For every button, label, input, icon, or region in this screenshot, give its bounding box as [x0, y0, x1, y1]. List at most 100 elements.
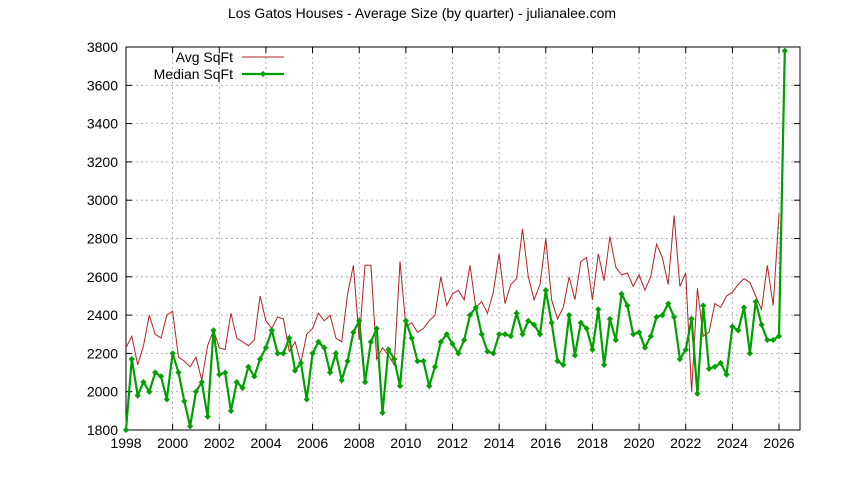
x-tick-label: 2012: [437, 435, 468, 451]
x-tick-label: 2026: [763, 435, 794, 451]
median-sqft-point: [490, 350, 497, 357]
median-sqft-point: [606, 315, 614, 323]
x-tick-label: 2004: [250, 435, 281, 451]
median-sqft-point: [531, 321, 538, 328]
median-sqft-point: [286, 334, 293, 342]
avg-sqft-line: [125, 213, 780, 392]
median-sqft-point: [676, 356, 683, 363]
y-tick-label: 2400: [87, 307, 118, 323]
median-sqft-point: [781, 47, 788, 54]
median-sqft-point: [746, 350, 753, 357]
median-sqft-point: [344, 357, 351, 365]
median-sqft-point: [455, 350, 462, 357]
chart-title: Los Gatos Houses - Average Size (by quar…: [228, 5, 616, 21]
median-sqft-point: [542, 287, 549, 294]
median-sqft-point: [618, 290, 625, 298]
x-tick-label: 2000: [157, 435, 188, 451]
median-sqft-point: [280, 350, 287, 357]
median-sqft-point: [216, 371, 223, 378]
median-sqft-point: [478, 331, 485, 338]
median-sqft-point: [577, 319, 584, 326]
median-sqft-point: [338, 377, 345, 384]
median-sqft-point: [612, 336, 619, 344]
x-tick-label: 1998: [110, 435, 141, 451]
median-sqft-point: [134, 392, 141, 399]
median-sqft-point: [501, 331, 509, 338]
median-sqft-point: [600, 361, 608, 369]
median-sqft-point: [484, 348, 491, 355]
median-sqft-point: [496, 331, 503, 338]
median-sqft-point: [163, 396, 170, 403]
median-sqft-point: [361, 379, 369, 386]
grid: [126, 47, 800, 430]
median-sqft-point: [169, 350, 176, 357]
median-sqft-point: [303, 396, 310, 403]
median-sqft-point: [227, 407, 235, 415]
median-sqft-point: [735, 327, 742, 334]
legend-label: Median SqFt: [154, 66, 233, 82]
median-sqft-point: [565, 311, 573, 319]
median-sqft-point: [192, 388, 200, 395]
median-sqft-point: [408, 334, 415, 342]
median-sqft-point: [682, 346, 689, 353]
median-sqft-point: [536, 331, 544, 338]
median-sqft-point: [332, 350, 340, 357]
median-sqft-point: [291, 367, 299, 374]
y-tick-label: 3200: [87, 154, 118, 170]
median-sqft-point: [274, 350, 281, 357]
median-sqft-point: [711, 363, 718, 370]
median-sqft-point: [233, 378, 240, 386]
median-sqft-point: [268, 327, 275, 334]
median-sqft-point: [717, 359, 724, 367]
median-sqft-point: [665, 300, 672, 307]
median-sqft-point: [472, 304, 479, 311]
median-sqft-point: [431, 363, 439, 370]
median-sqft-point: [122, 426, 130, 434]
median-sqft-point: [519, 331, 526, 338]
median-sqft-point: [385, 346, 392, 353]
median-sqft-point: [589, 346, 596, 353]
median-sqft-point: [560, 361, 567, 368]
median-sqft-point: [630, 331, 637, 338]
median-sqft-point: [595, 306, 602, 313]
median-sqft-point: [175, 369, 182, 376]
legend-label: Avg SqFt: [176, 49, 233, 65]
median-sqft-point: [635, 329, 643, 336]
median-sqft-point: [437, 338, 444, 346]
median-sqft-point: [641, 344, 649, 351]
x-tick-label: 2020: [624, 435, 655, 451]
median-sqft-point: [705, 365, 713, 372]
median-sqft-point: [740, 304, 748, 311]
y-tick-label: 3400: [87, 116, 118, 132]
x-tick-label: 2022: [670, 435, 701, 451]
median-sqft-point: [128, 356, 135, 363]
legend-marker-median-sqft: [259, 70, 267, 78]
median-sqft-point: [583, 325, 590, 332]
y-tick-label: 2200: [87, 345, 118, 361]
median-sqft-point: [700, 302, 707, 309]
median-sqft-point: [396, 382, 404, 390]
x-tick-label: 2008: [344, 435, 375, 451]
y-tick-label: 3600: [87, 77, 118, 93]
x-tick-label: 2006: [297, 435, 328, 451]
median-sqft-point: [204, 413, 211, 420]
median-sqft-point: [752, 298, 759, 305]
axis-ticks: 1800 2000 2200 2400 2600 2800 3000 3200 3400 3600…: [87, 39, 800, 451]
median-sqft-point: [758, 321, 765, 328]
median-sqft-point: [694, 390, 701, 397]
x-tick-label: 2024: [717, 435, 748, 451]
y-tick-label: 2000: [87, 384, 118, 400]
median-sqft-point: [367, 338, 374, 346]
median-sqft-point: [251, 373, 258, 380]
median-sqft-line: [124, 50, 786, 431]
median-sqft-point: [222, 369, 229, 376]
x-tick-label: 2018: [577, 435, 608, 451]
median-sqft-point: [461, 336, 468, 344]
median-sqft-point: [548, 319, 555, 326]
median-sqft-point: [181, 398, 188, 405]
y-tick-label: 3000: [87, 192, 118, 208]
median-sqft-point: [688, 315, 695, 322]
median-sqft-point: [653, 313, 660, 321]
